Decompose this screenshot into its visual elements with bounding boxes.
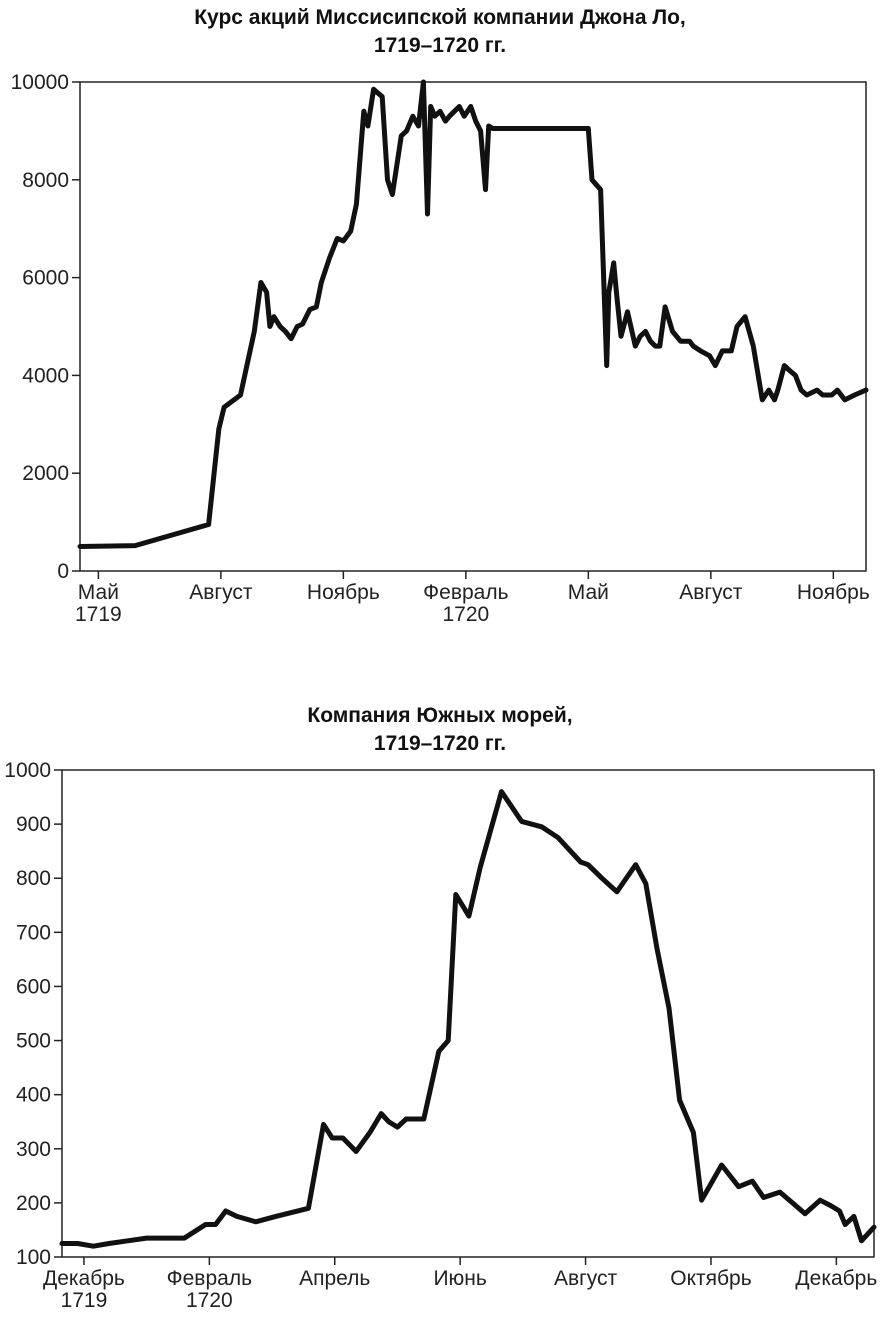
chart1-title: Курс акций Миссисипской компании Джона Л… xyxy=(0,4,880,60)
south-sea-company-chart: 1002003004005006007008009001000Декабрь17… xyxy=(4,760,877,1312)
chart2-x-tick-label: Декабрь xyxy=(795,1267,877,1290)
chart2-x-tick-label: Апрель xyxy=(299,1267,370,1290)
chart1-y-tick-label: 0 xyxy=(57,560,69,583)
chart1-x-tick-label: Ноябрь xyxy=(797,581,870,604)
chart2-title-line2: 1719–1720 гг. xyxy=(373,732,507,755)
chart1-x-tick-label: Май xyxy=(78,581,119,604)
chart2-y-tick-label: 200 xyxy=(16,1192,51,1215)
chart2-y-tick-label: 300 xyxy=(16,1138,51,1161)
chart1-plot-frame xyxy=(79,81,867,572)
chart2-x-tick-label: Октябрь xyxy=(670,1267,751,1290)
chart2-x-tick-year: 1720 xyxy=(186,1289,233,1312)
chart2-x-tick-label: Июнь xyxy=(433,1267,486,1290)
chart1-y-tick-label: 6000 xyxy=(22,267,69,290)
chart2-x-tick-label: Август xyxy=(554,1267,618,1290)
chart1-x-tick-year: 1720 xyxy=(442,603,489,626)
chart2-y-tick-label: 800 xyxy=(16,867,51,890)
chart2-x-tick-label: Декабрь xyxy=(43,1267,125,1290)
chart1-y-tick-label: 10000 xyxy=(11,71,69,94)
chart1-x-tick-label: Февраль xyxy=(423,581,508,604)
chart2-y-tick-label: 400 xyxy=(16,1084,51,1107)
chart2-y-tick-label: 900 xyxy=(16,813,51,836)
chart2-plot-frame xyxy=(61,769,875,1258)
chart2-y-tick-label: 600 xyxy=(16,975,51,998)
chart2-title: Компания Южных морей, 1719–1720 гг. xyxy=(0,702,880,758)
chart1-x-tick-label: Ноябрь xyxy=(307,581,380,604)
chart1-y-tick-label: 4000 xyxy=(22,364,69,387)
chart1-title-line2: 1719–1720 гг. xyxy=(373,34,507,57)
chart1-y-tick-label: 8000 xyxy=(22,169,69,192)
chart2-y-tick-label: 100 xyxy=(16,1246,51,1269)
chart2-y-tick-label: 700 xyxy=(16,921,51,944)
chart1-x-tick-year: 1719 xyxy=(75,603,122,626)
chart2-x-tick-label: Февраль xyxy=(167,1267,252,1290)
chart1-x-tick-label: Август xyxy=(679,581,743,604)
chart1-x-tick-label: Май xyxy=(568,581,609,604)
chart1-x-tick-label: Август xyxy=(189,581,253,604)
chart1-title-line1: Курс акций Миссисипской компании Джона Л… xyxy=(194,6,686,29)
chart2-title-line1: Компания Южных морей, xyxy=(307,704,573,727)
chart2-series-line xyxy=(59,789,877,1249)
chart1-y-tick-label: 2000 xyxy=(22,462,69,485)
chart1-series-line xyxy=(77,79,869,549)
chart2-x-tick-year: 1719 xyxy=(61,1289,108,1312)
chart2-y-tick-label: 500 xyxy=(16,1030,51,1053)
chart2-y-tick-label: 1000 xyxy=(4,760,51,782)
